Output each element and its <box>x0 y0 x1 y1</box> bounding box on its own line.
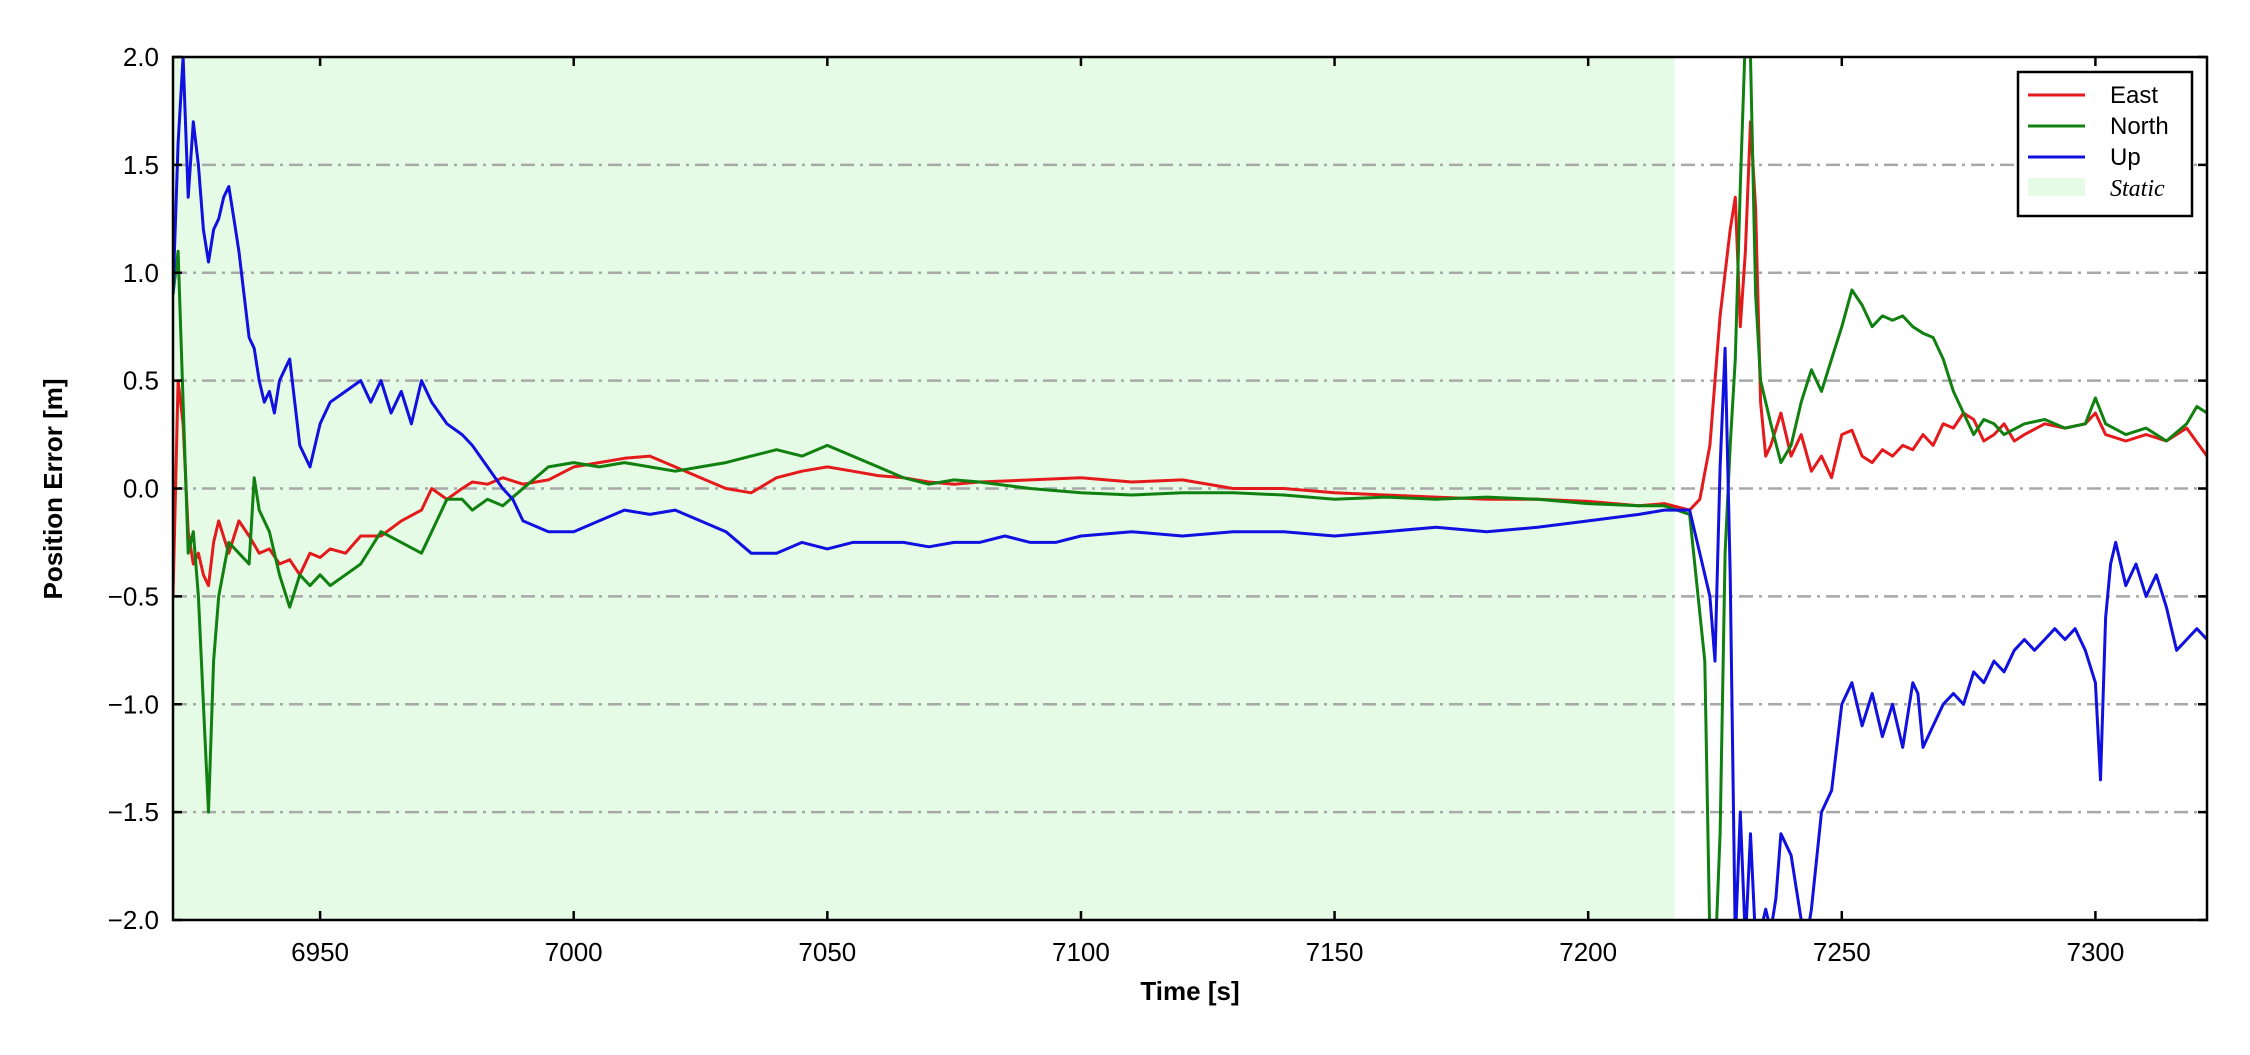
legend-label-static: Static <box>2110 176 2165 202</box>
grid-lines <box>173 163 2207 814</box>
x-tick-label: 7100 <box>1052 937 1110 967</box>
y-tick-label: 1.5 <box>123 150 159 180</box>
y-tick-label: 1.0 <box>123 258 159 288</box>
x-tick-label: 7250 <box>1813 937 1871 967</box>
y-tick-label: 0.5 <box>123 366 159 396</box>
x-tick-label: 7050 <box>798 937 856 967</box>
legend-label-east: East <box>2110 82 2158 109</box>
series-line-north <box>173 57 2207 920</box>
series-line-up <box>173 57 2207 920</box>
x-axis-title: Time [s] <box>1140 976 1239 1006</box>
y-tick-label: −0.5 <box>108 581 159 611</box>
x-tick-label: 7200 <box>1559 937 1617 967</box>
y-tick-label: −1.0 <box>108 689 159 719</box>
x-tick-label: 7000 <box>545 937 603 967</box>
y-tick-label: 0.0 <box>123 474 159 504</box>
y-tick-label: 2.0 <box>123 42 159 72</box>
legend: East North Up Static <box>2016 70 2194 218</box>
series-line-east <box>173 120 2207 597</box>
legend-swatch-static <box>2028 178 2085 196</box>
y-axis-title: Position Error [m] <box>38 378 68 599</box>
series-layer <box>173 57 2207 920</box>
axis-ticks: 6950 7000 7050 7100 7150 7200 7250 7300 −2.0 −1.5… <box>108 42 2207 967</box>
x-tick-label: 7300 <box>2066 937 2124 967</box>
x-tick-label: 7150 <box>1306 937 1364 967</box>
y-tick-label: −1.5 <box>108 797 159 827</box>
y-tick-label: −2.0 <box>108 905 159 935</box>
x-tick-label: 6950 <box>291 937 349 967</box>
legend-label-up: Up <box>2110 144 2141 171</box>
legend-label-north: North <box>2110 113 2169 140</box>
